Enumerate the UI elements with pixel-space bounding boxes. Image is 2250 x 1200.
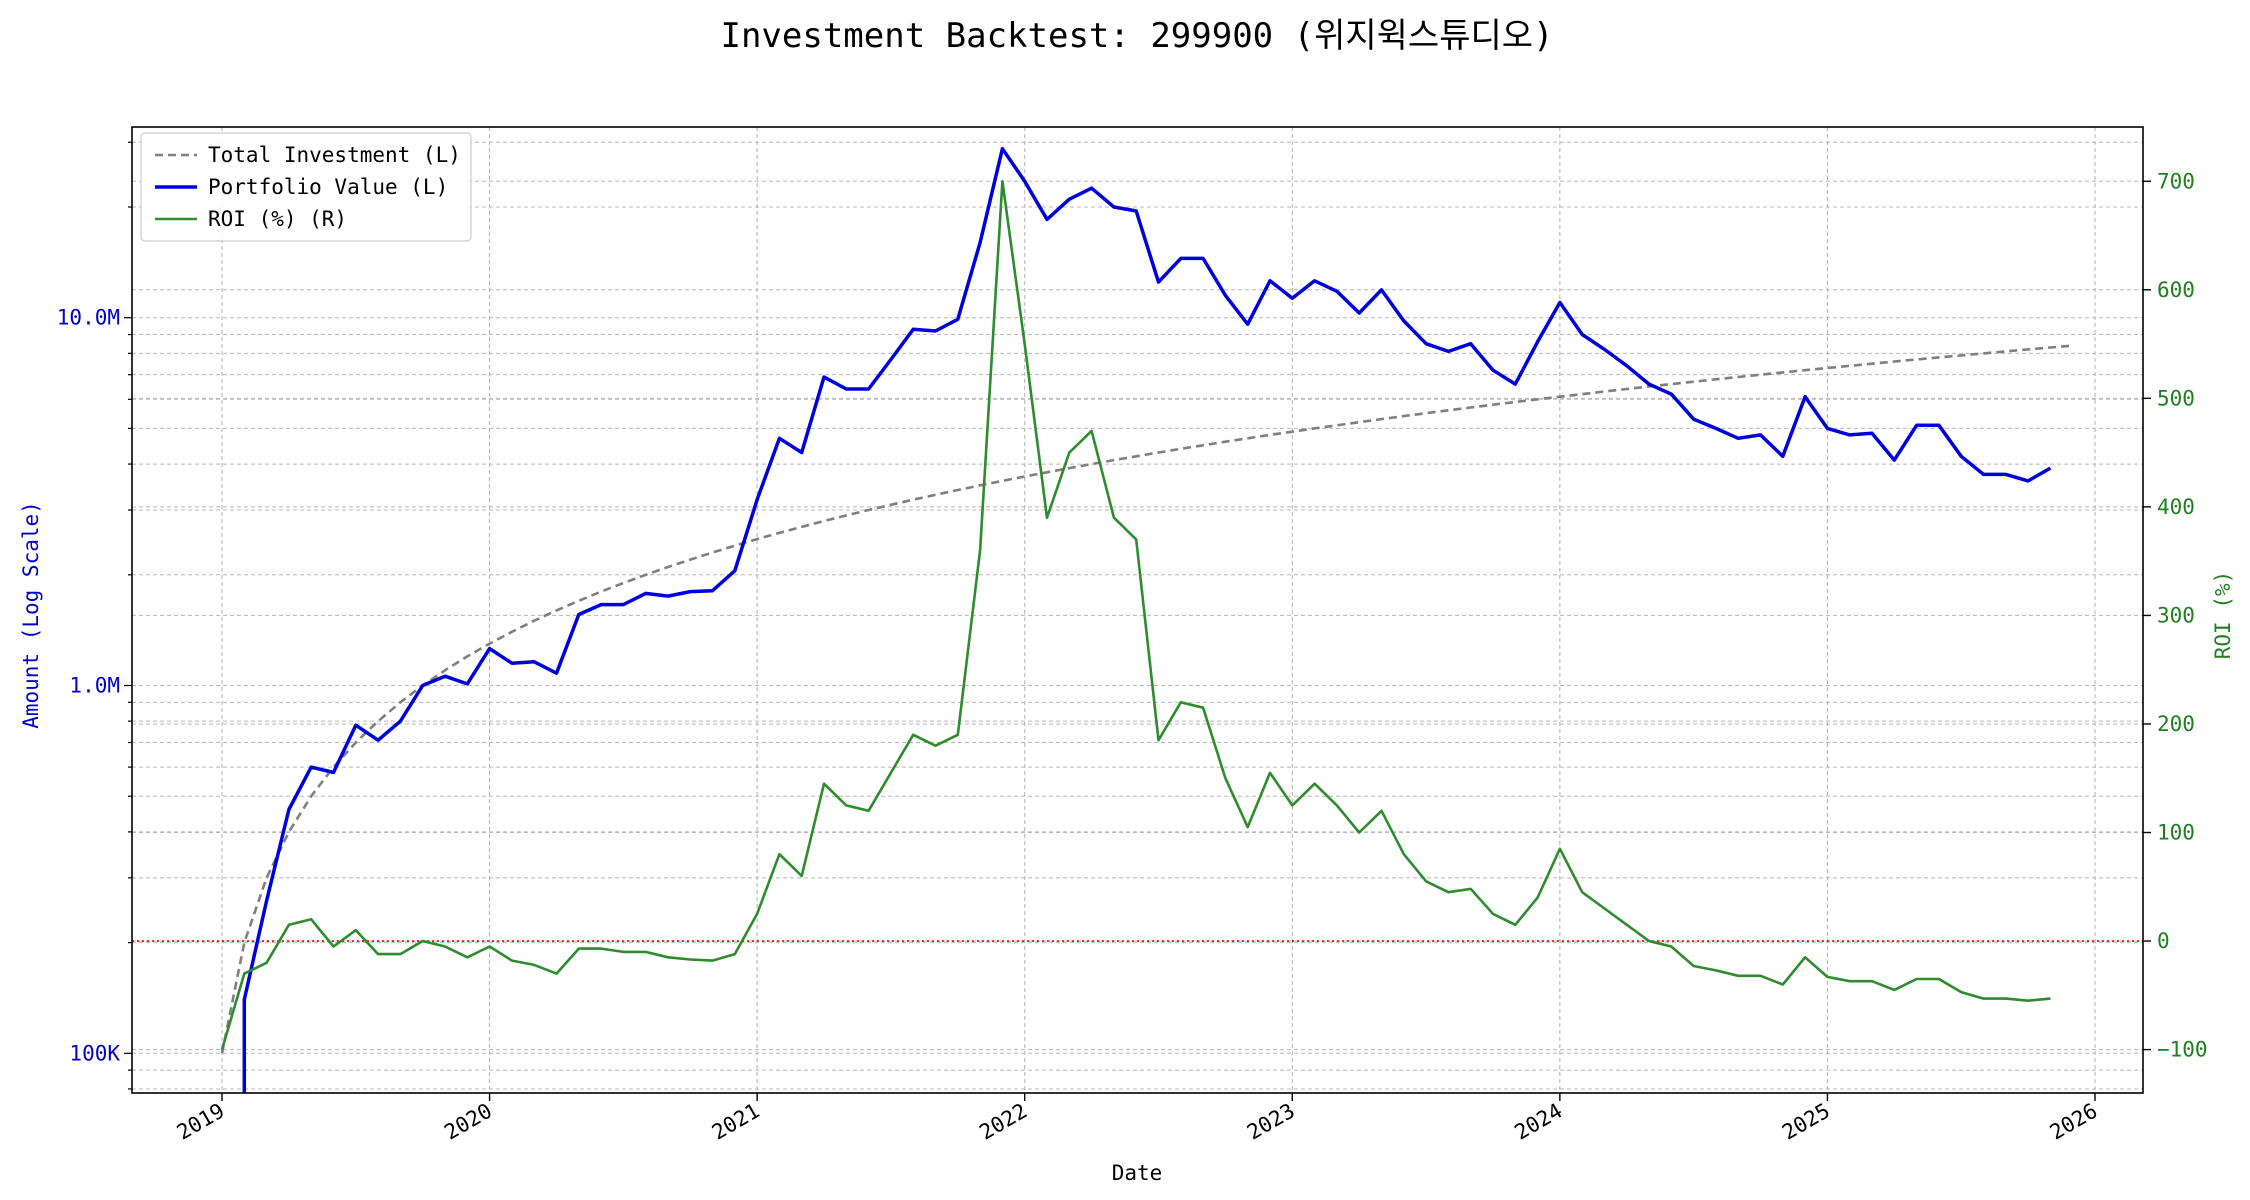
left-y-tick-label: 1.0M: [69, 674, 120, 698]
portfolio-value-line: [242, 146, 2052, 1093]
legend-box: [140, 132, 472, 242]
x-tick-label: 2020: [440, 1099, 496, 1145]
x-tick-label: 2026: [2046, 1099, 2102, 1145]
legend: Total Investment (L) Portfolio Value (L)…: [140, 132, 472, 242]
right-y-tick-label: 700: [2157, 169, 2195, 193]
right-y-tick-label: 100: [2157, 821, 2195, 845]
legend-label-portfolio-value: Portfolio Value (L): [208, 175, 448, 199]
left-y-tick-label: 10.0M: [57, 306, 120, 330]
right-y-axis-label: ROI (%): [2211, 571, 2235, 660]
right-y-tick-label: 600: [2157, 278, 2195, 302]
right-y-tick-label: −100: [2157, 1038, 2208, 1062]
ticks-layer: 2019 2020 2021 2022 2023 2024 2025 2026 100K 1.0M…: [57, 141, 2208, 1145]
right-y-tick-label: 300: [2157, 603, 2195, 627]
right-y-tick-label: 0: [2157, 929, 2170, 953]
right-y-tick-label: 500: [2157, 386, 2195, 410]
left-y-tick-label: 100K: [69, 1041, 120, 1065]
right-y-tick-label: 400: [2157, 495, 2195, 519]
chart-title: Investment Backtest: 299900 (위지윅스튜디오): [720, 16, 1553, 56]
total-investment-line: [220, 344, 2073, 1054]
plot-frame: [131, 126, 2144, 1094]
x-tick-label: 2023: [1243, 1099, 1299, 1145]
legend-label-total-investment: Total Investment (L): [208, 143, 461, 167]
x-axis-label: Date: [1112, 1161, 1163, 1185]
legend-label-roi: ROI (%) (R): [208, 207, 347, 231]
series-layer: [220, 146, 2073, 1093]
left-y-axis-label: Amount (Log Scale): [19, 501, 43, 729]
roi-line: [220, 180, 2051, 1050]
x-tick-label: 2025: [1778, 1099, 1834, 1145]
grid-layer: [132, 127, 2143, 1093]
x-tick-label: 2021: [708, 1099, 764, 1145]
x-tick-label: 2019: [173, 1099, 229, 1145]
x-tick-label: 2022: [975, 1099, 1031, 1145]
right-y-tick-label: 200: [2157, 712, 2195, 736]
x-tick-label: 2024: [1511, 1099, 1567, 1145]
